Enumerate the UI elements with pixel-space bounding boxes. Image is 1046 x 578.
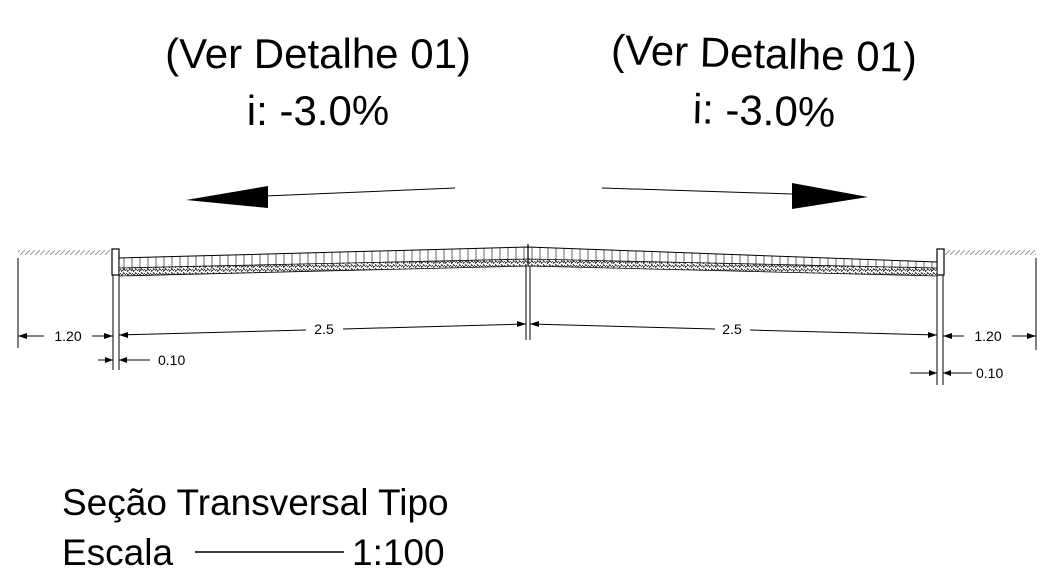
- dim-right-curb-label: 0.10: [976, 365, 1003, 381]
- left-curb: [111, 248, 120, 276]
- dim-right-lane-label: 2.5: [722, 321, 742, 337]
- dim-right-lane: 2.5: [529, 321, 938, 338]
- scale-value: 1:100: [352, 532, 445, 573]
- dim-right-sidewalk: 1.20: [943, 328, 1036, 344]
- left-slope-arrow: [186, 186, 456, 208]
- left-detail-reference: (Ver Detalhe 01): [165, 30, 471, 77]
- dim-left-sidewalk-label: 1.20: [54, 328, 81, 344]
- dim-left-lane: 2.5: [118, 321, 527, 338]
- pavement-section: [118, 244, 938, 277]
- dim-right-sidewalk-label: 1.20: [974, 328, 1001, 344]
- right-ground-hatch: [944, 250, 1036, 255]
- scale-label: Escala: [62, 532, 173, 573]
- dim-right-curb: 0.10: [910, 365, 1003, 381]
- dim-left-lane-label: 2.5: [314, 321, 334, 337]
- right-slope-arrow: [601, 183, 868, 209]
- dim-left-curb: 0.10: [98, 352, 185, 368]
- dim-left-curb-label: 0.10: [158, 352, 185, 368]
- left-ground-hatch: [18, 250, 110, 255]
- dim-left-sidewalk: 1.20: [18, 328, 113, 344]
- right-curb: [936, 248, 945, 276]
- section-title: Seção Transversal Tipo: [62, 482, 449, 523]
- left-slope-label: i: -3.0%: [247, 87, 389, 134]
- right-slope-label: i: -3.0%: [692, 85, 836, 136]
- right-detail-reference: (Ver Detalhe 01): [611, 26, 918, 81]
